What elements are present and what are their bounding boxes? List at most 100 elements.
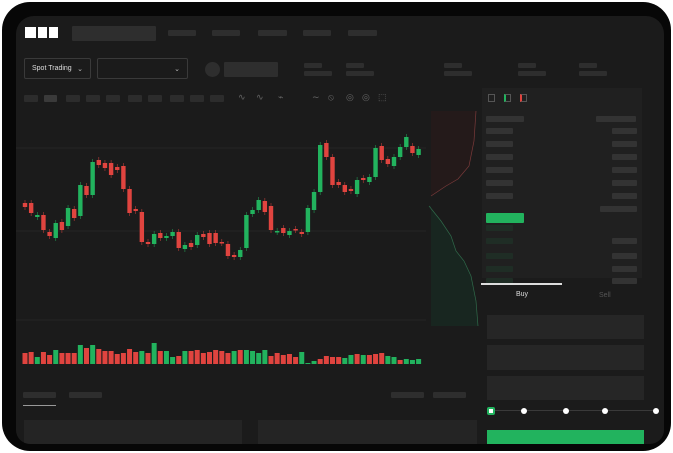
candle [195,235,200,245]
stat-label [579,63,597,68]
candle [41,215,46,230]
candle [65,208,71,226]
candle [256,200,261,210]
volume-bar [274,353,280,364]
candle [158,233,163,238]
tab-sell[interactable]: Sell [599,292,611,299]
ask-amount [612,180,637,186]
volume-bar [182,351,188,364]
candle [164,236,169,238]
candle [176,232,181,248]
candle [84,186,89,195]
draw-line-icon[interactable]: ⌁ [278,92,284,102]
trend-icon[interactable]: ∼ [312,92,320,102]
ask-price [486,193,513,199]
fullscreen-icon[interactable]: ⬚ [378,92,387,102]
interval-button[interactable] [190,95,204,102]
ask-price [486,128,513,134]
search-bar[interactable] [72,26,156,41]
volume-bar [188,351,194,364]
ask-amount [612,141,637,147]
market-type-dropdown[interactable]: Spot Trading ⌄ [24,58,91,79]
volume-bar [286,354,292,364]
orderbook-asks-icon[interactable] [520,94,527,102]
candle [305,208,311,232]
total-input[interactable] [487,376,644,400]
okx-logo[interactable] [25,27,58,39]
amount-input[interactable] [487,345,644,370]
bid-amount [612,238,637,244]
candle [299,232,304,234]
candle [238,250,243,257]
nav-item[interactable] [348,30,377,36]
volume-bar [22,353,28,364]
volume-bar [385,356,391,364]
candle [324,143,329,157]
nav-item[interactable] [168,30,196,36]
interval-button[interactable] [106,95,120,102]
orders-panel [24,420,242,444]
volume-bar [84,348,89,364]
candle [262,201,268,212]
buy-button[interactable] [487,430,644,444]
price-input[interactable] [487,315,644,339]
interval-button[interactable] [66,95,80,102]
slider-tick-50[interactable] [563,408,569,414]
candle [151,234,157,244]
orderbook-bids-icon[interactable] [504,94,511,102]
settings-icon[interactable]: ◎ [346,92,354,102]
nav-item[interactable] [212,30,240,36]
interval-button[interactable] [86,95,100,102]
volume-bar [194,350,200,364]
interval-button[interactable] [210,95,224,102]
candle [293,229,298,231]
amount-slider[interactable] [490,410,655,411]
screenshot-icon[interactable]: ◎ [362,92,370,102]
nav-item[interactable] [303,30,331,36]
tab-buy[interactable]: Buy [516,291,529,298]
ruler-icon[interactable]: ⦸ [328,92,334,102]
interval-button[interactable] [128,95,142,102]
interval-button[interactable] [44,95,57,102]
candle [373,148,378,177]
pair-dropdown[interactable]: ⌄ [97,58,188,79]
interval-button[interactable] [170,95,184,102]
indicator-icon[interactable]: ∿ [238,92,246,102]
compare-icon[interactable]: ∿ [256,92,264,102]
coin-icon [205,62,220,77]
interval-button[interactable] [148,95,162,102]
candle [410,146,415,153]
stat-label [304,63,322,68]
nav-item[interactable] [258,30,287,36]
volume-bar [250,351,256,364]
orderbook-both-icon[interactable] [488,94,495,102]
bottom-action[interactable] [391,392,424,398]
volume-bar [139,351,145,364]
candle [28,203,34,213]
candle [96,160,101,165]
slider-tick-25[interactable] [521,408,527,414]
stat-label [346,63,364,68]
bottom-action[interactable] [433,392,466,398]
candle [188,243,194,247]
volume-bar [213,350,219,364]
candle [133,209,138,211]
tab-open-orders[interactable] [23,392,56,398]
volume-bar [237,350,243,364]
slider-tick-100[interactable] [653,408,659,414]
slider-handle[interactable] [487,407,495,415]
volume-bar [151,343,157,364]
interval-button[interactable] [24,95,38,102]
volume-bar [323,356,329,364]
pair-name [224,62,278,77]
candle [348,189,354,191]
candle [361,178,366,180]
tab-order-history[interactable] [69,392,102,398]
candle [108,163,114,175]
ask-price [486,167,513,173]
candlestick-chart[interactable] [16,16,664,444]
ask-amount [612,167,637,173]
candle [53,223,58,238]
candle [287,231,292,235]
slider-tick-75[interactable] [602,408,608,414]
